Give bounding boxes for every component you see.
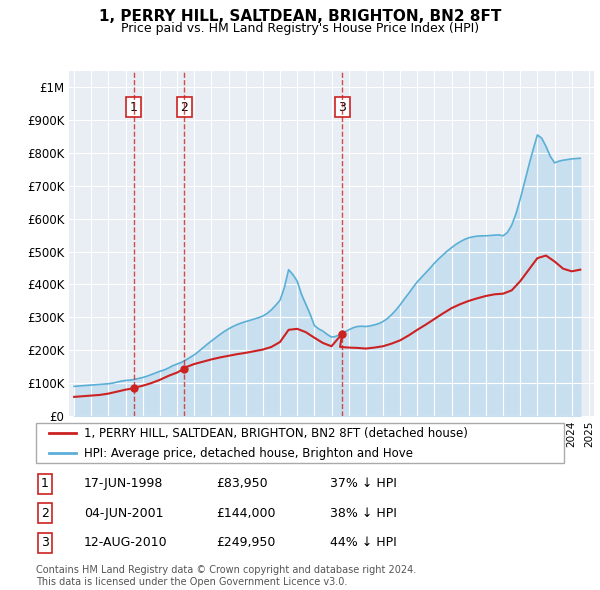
Text: 3: 3 — [41, 536, 49, 549]
Text: £249,950: £249,950 — [216, 536, 275, 549]
Text: 04-JUN-2001: 04-JUN-2001 — [84, 507, 163, 520]
Text: 12-AUG-2010: 12-AUG-2010 — [84, 536, 167, 549]
Text: £144,000: £144,000 — [216, 507, 275, 520]
Text: 1, PERRY HILL, SALTDEAN, BRIGHTON, BN2 8FT: 1, PERRY HILL, SALTDEAN, BRIGHTON, BN2 8… — [99, 9, 501, 24]
Text: 1: 1 — [130, 100, 137, 113]
Text: Contains HM Land Registry data © Crown copyright and database right 2024.
This d: Contains HM Land Registry data © Crown c… — [36, 565, 416, 587]
Text: £83,950: £83,950 — [216, 477, 268, 490]
Text: 17-JUN-1998: 17-JUN-1998 — [84, 477, 163, 490]
Text: 3: 3 — [338, 100, 346, 113]
Text: 37% ↓ HPI: 37% ↓ HPI — [330, 477, 397, 490]
Text: 1, PERRY HILL, SALTDEAN, BRIGHTON, BN2 8FT (detached house): 1, PERRY HILL, SALTDEAN, BRIGHTON, BN2 8… — [83, 427, 467, 440]
Text: 2: 2 — [41, 507, 49, 520]
Text: HPI: Average price, detached house, Brighton and Hove: HPI: Average price, detached house, Brig… — [83, 447, 413, 460]
Text: 2: 2 — [181, 100, 188, 113]
Text: 44% ↓ HPI: 44% ↓ HPI — [330, 536, 397, 549]
Text: Price paid vs. HM Land Registry's House Price Index (HPI): Price paid vs. HM Land Registry's House … — [121, 22, 479, 35]
Text: 1: 1 — [41, 477, 49, 490]
Text: 38% ↓ HPI: 38% ↓ HPI — [330, 507, 397, 520]
